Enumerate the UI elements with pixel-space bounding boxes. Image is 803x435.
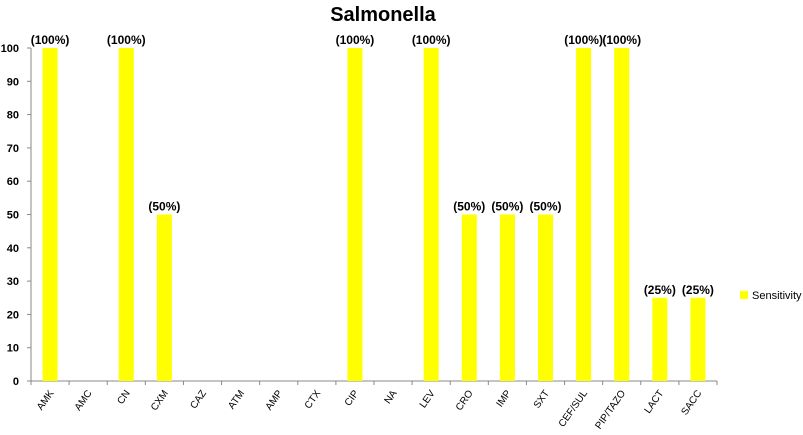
x-tick-label: CN	[115, 388, 132, 406]
legend-swatch	[740, 291, 748, 299]
data-label: (50%)	[148, 200, 180, 214]
data-label: (100%)	[602, 33, 641, 47]
y-tick-label: 100	[1, 43, 19, 55]
legend-label: Sensitivity	[752, 290, 802, 302]
bar	[538, 214, 553, 381]
x-tick-label: CAZ	[188, 388, 208, 411]
x-tick-label: SACC	[679, 388, 704, 417]
bar	[347, 48, 363, 381]
x-tick-label: AMP	[264, 388, 286, 412]
legend: Sensitivity	[740, 290, 802, 302]
bar	[499, 214, 515, 381]
y-tick-label: 50	[7, 210, 19, 222]
x-tick-label: LACT	[643, 388, 667, 415]
data-label: (50%)	[529, 200, 561, 214]
bar	[690, 297, 706, 381]
y-tick-label: 90	[7, 76, 19, 88]
y-tick-label: 0	[13, 376, 19, 388]
y-tick-label: 40	[7, 243, 19, 255]
bar	[576, 48, 592, 381]
y-tick-label: 30	[7, 276, 19, 288]
bar	[652, 297, 668, 381]
y-tick-label: 70	[7, 143, 19, 155]
data-label: (100%)	[336, 33, 375, 47]
x-tick-label: AMC	[73, 388, 95, 413]
data-label: (100%)	[564, 33, 603, 47]
data-label: (50%)	[453, 200, 485, 214]
x-tick-label: AMK	[35, 388, 57, 412]
x-tick-label: IMP	[495, 388, 514, 409]
x-tick-label: CXM	[149, 388, 171, 413]
x-tick-label: PIP/TAZO	[593, 388, 628, 431]
bar	[42, 48, 58, 381]
x-tick-label: ATM	[226, 388, 247, 411]
data-label: (25%)	[682, 283, 714, 297]
chart-title: Salmonella	[330, 4, 436, 26]
x-tick-label: SXT	[532, 388, 552, 410]
x-tick-label: CEF/SUL	[557, 388, 590, 429]
bar	[461, 214, 477, 381]
data-label: (100%)	[412, 33, 451, 47]
x-tick-label: LEV	[418, 388, 438, 410]
x-tick-label: CIP	[343, 388, 362, 408]
data-label: (100%)	[31, 33, 70, 47]
bar	[118, 48, 134, 381]
y-tick-label: 60	[7, 176, 19, 188]
x-tick-label: CTX	[303, 388, 324, 411]
y-tick-label: 80	[7, 110, 19, 122]
x-tick-label: CRO	[454, 388, 476, 413]
y-tick-label: 20	[7, 309, 19, 321]
data-label: (25%)	[644, 283, 676, 297]
data-label: (100%)	[107, 33, 146, 47]
data-label: (50%)	[491, 200, 523, 214]
x-tick-label: NA	[383, 388, 400, 406]
y-tick-label: 10	[7, 343, 19, 355]
bar	[614, 48, 630, 381]
bar	[423, 48, 439, 381]
bar	[156, 214, 172, 381]
